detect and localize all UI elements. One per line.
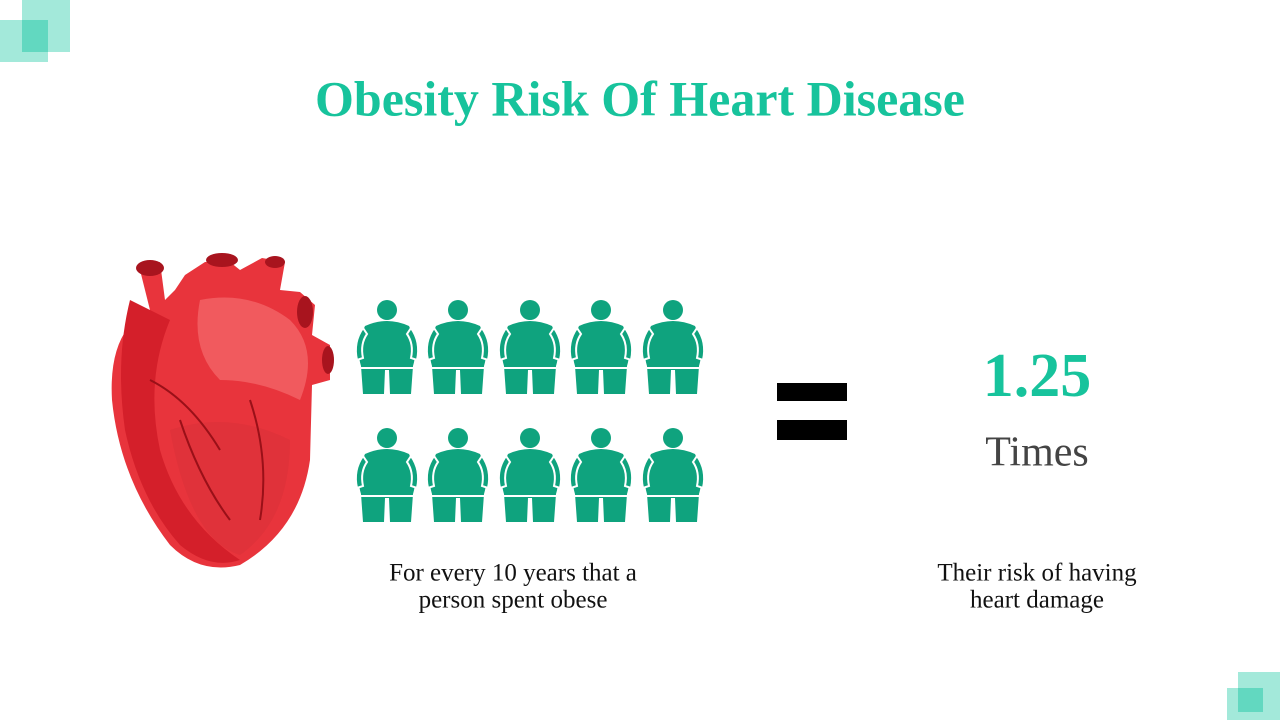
- equals-sign: [777, 383, 847, 440]
- title: Obesity Risk Of Heart Disease: [315, 70, 965, 126]
- corner-decoration: [0, 0, 70, 62]
- heart-illustration: [111, 253, 334, 568]
- left-caption-line: person spent obese: [419, 587, 608, 614]
- right-caption-line: heart damage: [970, 587, 1104, 614]
- result-value: 1.25: [983, 342, 1092, 410]
- corner-decoration: [1227, 672, 1280, 720]
- left-caption-line: For every 10 years that a: [389, 560, 637, 587]
- people-icons: [354, 299, 706, 523]
- result-unit: Times: [985, 430, 1089, 476]
- right-caption-line: Their risk of having: [937, 560, 1137, 587]
